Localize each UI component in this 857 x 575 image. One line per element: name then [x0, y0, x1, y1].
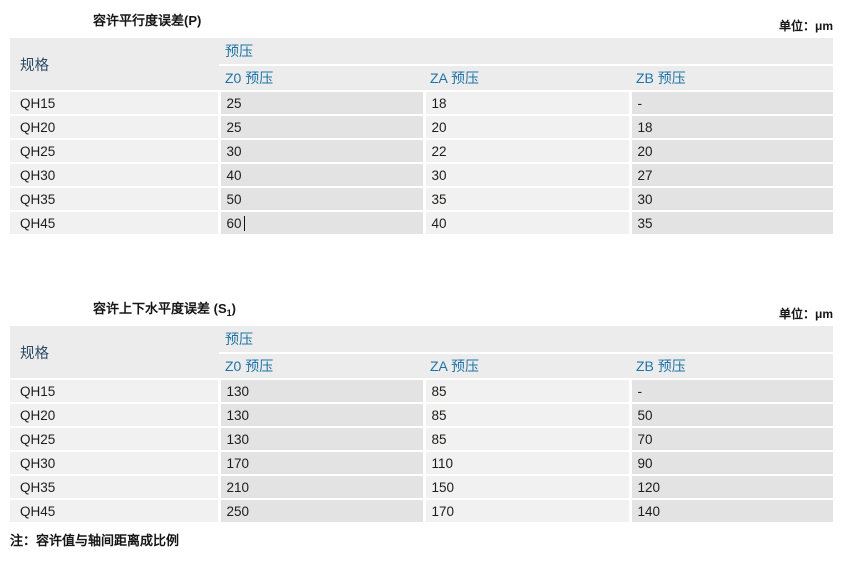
value-cell[interactable]: 50: [630, 403, 834, 428]
table1-title: 容许平行度误差(P): [93, 13, 202, 28]
value-cell[interactable]: 20: [424, 115, 632, 140]
value-cell[interactable]: 130: [219, 427, 426, 452]
table-row: QH25 30 22 20: [10, 139, 834, 164]
column-header-zb: ZB 预压: [630, 353, 834, 380]
column-header-z0: Z0 预压: [219, 353, 424, 380]
value-cell[interactable]: 150: [424, 475, 632, 500]
header-row-columns: Z0 预压 ZA 预压 ZB 预压: [10, 353, 834, 380]
subscript: 1: [226, 308, 232, 318]
value-cell[interactable]: 85: [424, 379, 632, 404]
spec-cell[interactable]: QH20: [10, 403, 221, 428]
value-cell[interactable]: 140: [630, 499, 834, 524]
value-cell[interactable]: 110: [424, 451, 632, 476]
value-cell[interactable]: 90: [630, 451, 834, 476]
value-cell[interactable]: 35: [630, 211, 834, 236]
spec-cell[interactable]: QH25: [10, 139, 221, 164]
spec-cell[interactable]: QH20: [10, 115, 221, 140]
table-row: QH30 40 30 27: [10, 163, 834, 188]
spec-cell[interactable]: QH25: [10, 427, 221, 452]
preload-group-header: 预压: [219, 326, 834, 354]
value-cell[interactable]: 22: [424, 139, 632, 164]
value-cell[interactable]: 50: [219, 187, 426, 212]
value-cell[interactable]: 130: [219, 403, 426, 428]
table-row: QH20 25 20 18: [10, 115, 834, 140]
value-cell[interactable]: 18: [424, 91, 632, 116]
table-row: QH20 130 85 50: [10, 403, 834, 428]
value-cell[interactable]: 20: [630, 139, 834, 164]
text-cursor: [243, 215, 245, 231]
value-cell[interactable]: 18: [630, 115, 834, 140]
value-cell[interactable]: 25: [219, 91, 426, 116]
value-cell[interactable]: -: [630, 379, 834, 404]
table-row: QH30 170 110 90: [10, 451, 834, 476]
value-cell[interactable]: 170: [219, 451, 426, 476]
value-cell[interactable]: 70: [630, 427, 834, 452]
value-cell[interactable]: 30: [219, 139, 426, 164]
spec-cell[interactable]: QH35: [10, 187, 221, 212]
table1-unit-label: 单位：μm: [778, 19, 833, 33]
spec-column-header: 规格: [10, 38, 219, 92]
value-cell[interactable]: 27: [630, 163, 834, 188]
value-cell[interactable]: 25: [219, 115, 426, 140]
value-cell[interactable]: 120: [630, 475, 834, 500]
spec-cell[interactable]: QH35: [10, 475, 221, 500]
spec-column-header: 规格: [10, 326, 219, 380]
table-row: QH15 130 85 -: [10, 379, 834, 404]
value-cell[interactable]: 85: [424, 427, 632, 452]
levelness-table: 规格 预压 Z0 预压 ZA 预压 ZB 预压 QH15 130 85 - QH…: [10, 326, 834, 524]
cell-text: 60: [226, 215, 242, 231]
table-row: QH15 25 18 -: [10, 91, 834, 116]
value-cell[interactable]: 40: [424, 211, 632, 236]
preload-group-header: 预压: [219, 38, 834, 66]
value-cell[interactable]: 35: [424, 187, 632, 212]
header-row-columns: Z0 预压 ZA 预压 ZB 预压: [10, 65, 834, 92]
value-cell[interactable]: 130: [219, 379, 426, 404]
column-header-zb: ZB 预压: [630, 65, 834, 92]
value-cell[interactable]: 250: [219, 499, 426, 524]
value-cell[interactable]: 210: [219, 475, 426, 500]
header-row-group: 规格 预压: [10, 326, 834, 380]
value-cell-with-cursor[interactable]: 60: [219, 211, 426, 236]
table2-unit-label: 单位：μm: [778, 307, 833, 321]
value-cell[interactable]: 85: [424, 403, 632, 428]
spec-cell[interactable]: QH45: [10, 499, 221, 524]
spec-cell[interactable]: QH45: [10, 211, 221, 236]
spec-cell[interactable]: QH15: [10, 379, 221, 404]
spec-cell[interactable]: QH15: [10, 91, 221, 116]
spec-cell[interactable]: QH30: [10, 163, 221, 188]
table-row: QH45 250 170 140: [10, 499, 834, 524]
table-row: QH35 210 150 120: [10, 475, 834, 500]
table2-titlebar: 容许上下水平度误差 (S1) 单位：μm: [10, 298, 833, 322]
column-header-za: ZA 预压: [424, 353, 630, 380]
table2-title: 容许上下水平度误差 (S1): [93, 301, 236, 318]
parallelism-table: 规格 预压 Z0 预压 ZA 预压 ZB 预压 QH15 25 18 - QH2…: [10, 38, 834, 236]
value-cell[interactable]: 30: [630, 187, 834, 212]
table1-titlebar: 容许平行度误差(P) 单位：μm: [10, 10, 833, 34]
table-row: QH45 60 40 35: [10, 211, 834, 236]
footnote: 注：容许值与轴间距离成比例: [10, 533, 180, 548]
table-row: QH35 50 35 30: [10, 187, 834, 212]
table-row: QH25 130 85 70: [10, 427, 834, 452]
value-cell[interactable]: 40: [219, 163, 426, 188]
spec-cell[interactable]: QH30: [10, 451, 221, 476]
value-cell[interactable]: -: [630, 91, 834, 116]
column-header-za: ZA 预压: [424, 65, 630, 92]
value-cell[interactable]: 30: [424, 163, 632, 188]
value-cell[interactable]: 170: [424, 499, 632, 524]
header-row-group: 规格 预压: [10, 38, 834, 92]
column-header-z0: Z0 预压: [219, 65, 424, 92]
